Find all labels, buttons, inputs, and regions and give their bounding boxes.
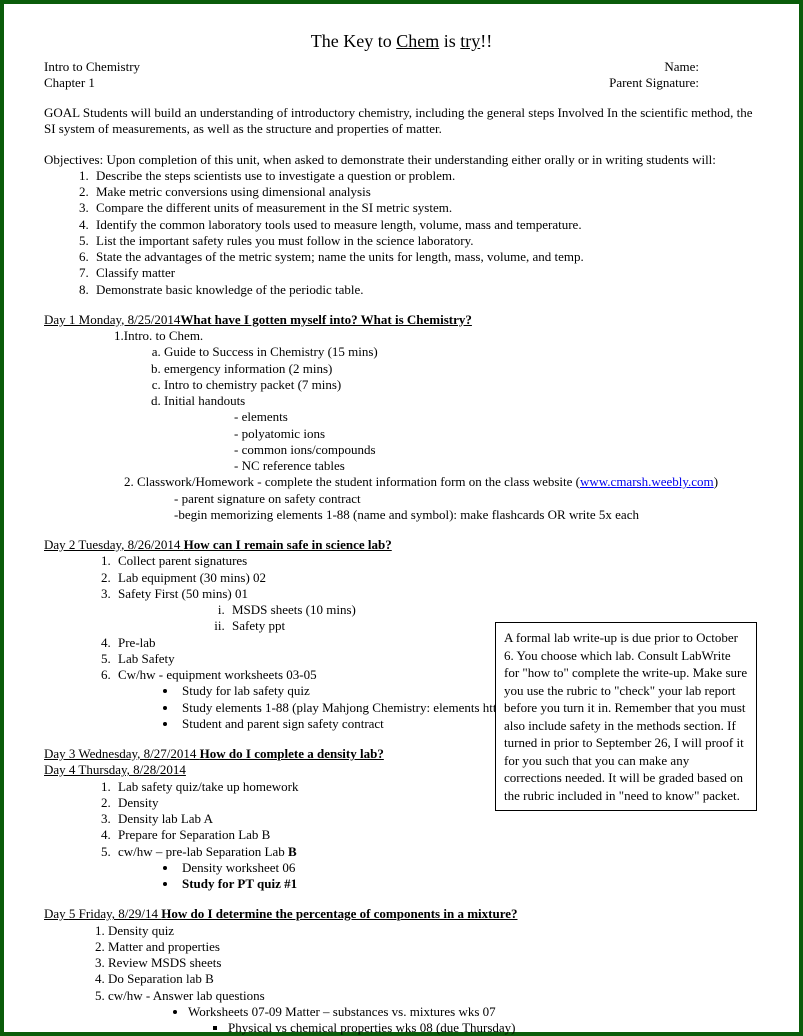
day5-question: How do I determine the percentage of com…: [161, 906, 517, 921]
objective-item: State the advantages of the metric syste…: [92, 249, 759, 265]
handout-item: NC reference tables: [234, 458, 759, 474]
header-row-1: Intro to Chemistry Name:: [44, 59, 759, 75]
course-name: Intro to Chemistry: [44, 59, 140, 75]
day1-sub-item: emergency information (2 mins): [164, 361, 759, 377]
day1-sublist: Guide to Success in Chemistry (15 mins) …: [164, 344, 759, 409]
day5-item-text: cw/hw - Answer lab questions: [108, 988, 265, 1003]
day1-handouts: elements polyatomic ions common ions/com…: [234, 409, 759, 474]
handout-item: polyatomic ions: [234, 426, 759, 442]
day5-heading: Day 5 Friday, 8/29/14 How do I determine…: [44, 906, 759, 922]
chapter-label: Chapter 1: [44, 75, 95, 91]
day1-sub-item: Initial handouts: [164, 393, 759, 409]
objective-item: List the important safety rules you must…: [92, 233, 759, 249]
day5-item: Matter and properties: [108, 939, 759, 955]
title-u1: Chem: [396, 31, 439, 51]
bullet-item-bold: Study for PT quiz #1: [178, 876, 759, 892]
square-item: Physical vs chemical properties wks 08 (…: [228, 1020, 759, 1036]
page-title: The Key to Chem is try!!: [44, 30, 759, 53]
objective-item: Describe the steps scientists use to inv…: [92, 168, 759, 184]
day1-sub-item: Intro to chemistry packet (7 mins): [164, 377, 759, 393]
hw-post: ): [714, 474, 718, 489]
day5-pre: Day: [44, 906, 69, 921]
day5-square: Physical vs chemical properties wks 08 (…: [228, 1020, 759, 1036]
handout-item: elements: [234, 409, 759, 425]
title-u2: try: [460, 31, 480, 51]
objective-item: Classify matter: [92, 265, 759, 281]
callout-box: A formal lab write-up is due prior to Oc…: [495, 622, 757, 811]
title-post: !!: [480, 31, 492, 51]
objective-item: Compare the different units of measureme…: [92, 200, 759, 216]
day1-item1-text: Intro. to Chem.: [124, 328, 203, 343]
website-link[interactable]: www.cmarsh.weebly.com: [580, 474, 714, 489]
objective-item: Identify the common laboratory tools use…: [92, 217, 759, 233]
day1-sub-item: Guide to Success in Chemistry (15 mins): [164, 344, 759, 360]
day1-heading: Day 1 Monday, 8/25/2014What have I gotte…: [44, 312, 759, 328]
day1-date: Day 1 Monday, 8/25/2014: [44, 312, 180, 327]
bullet-item: Worksheets 07-09 Matter – substances vs.…: [188, 1004, 759, 1036]
day1-question: What have I gotten myself into? What is …: [180, 312, 472, 327]
day1-homework: 2. Classwork/Homework - complete the stu…: [124, 474, 759, 490]
title-mid: is: [439, 31, 460, 51]
day4-item5-b: B: [288, 844, 297, 859]
signature-label: Parent Signature:: [609, 75, 759, 91]
day5-list: Density quiz Matter and properties Revie…: [108, 923, 759, 1036]
title-pre: The Key to: [311, 31, 396, 51]
day3-question: How do I complete a density lab?: [200, 746, 384, 761]
goal-paragraph: GOAL Students will build an understandin…: [44, 105, 759, 138]
day4-item: Prepare for Separation Lab B: [114, 827, 759, 843]
day1-item1: 1.Intro. to Chem.: [114, 328, 759, 344]
roman-item: MSDS sheets (10 mins): [228, 602, 759, 618]
day4-bullets: Density worksheet 06 Study for PT quiz #…: [178, 860, 759, 893]
day2-item: Lab equipment (30 mins) 02: [114, 570, 759, 586]
day5-item: Do Separation lab B: [108, 971, 759, 987]
day4-item: cw/hw – pre-lab Separation Lab B Density…: [114, 844, 759, 893]
day3-date: Day 3 Wednesday, 8/27/2014: [44, 746, 200, 761]
objective-item: Demonstrate basic knowledge of the perio…: [92, 282, 759, 298]
day2-question: How can I remain safe in science lab?: [184, 537, 392, 552]
day2-date: Day 2 Tuesday, 8/26/2014: [44, 537, 184, 552]
objectives-intro: Objectives: Upon completion of this unit…: [44, 152, 759, 168]
handout-item: common ions/compounds: [234, 442, 759, 458]
day5-bullets: Worksheets 07-09 Matter – substances vs.…: [188, 1004, 759, 1036]
bullet-item: Density worksheet 06: [178, 860, 759, 876]
hw-pre: 2. Classwork/Homework - complete the stu…: [124, 474, 580, 489]
day4-item: Density lab Lab A: [114, 811, 759, 827]
day2-heading: Day 2 Tuesday, 8/26/2014 How can I remai…: [44, 537, 759, 553]
day5-date: 5 Friday, 8/29/14: [69, 906, 161, 921]
b1-text: Worksheets 07-09 Matter – substances vs.…: [188, 1004, 496, 1019]
day2-item: Collect parent signatures: [114, 553, 759, 569]
hw-line3: -begin memorizing elements 1-88 (name an…: [174, 507, 759, 523]
header-row-2: Chapter 1 Parent Signature:: [44, 75, 759, 91]
day5-item: Density quiz: [108, 923, 759, 939]
day4-item5-pre: cw/hw – pre-lab Separation Lab: [118, 844, 288, 859]
day2-item-text: Safety First (50 mins) 01: [118, 586, 248, 601]
name-label: Name:: [664, 59, 759, 75]
day2-item-text: Cw/hw - equipment worksheets 03-05: [118, 667, 317, 682]
hw-line2: - parent signature on safety contract: [174, 491, 759, 507]
objectives-list: Describe the steps scientists use to inv…: [92, 168, 759, 298]
objective-item: Make metric conversions using dimensiona…: [92, 184, 759, 200]
day5-item: cw/hw - Answer lab questions Worksheets …: [108, 988, 759, 1036]
day5-item: Review MSDS sheets: [108, 955, 759, 971]
